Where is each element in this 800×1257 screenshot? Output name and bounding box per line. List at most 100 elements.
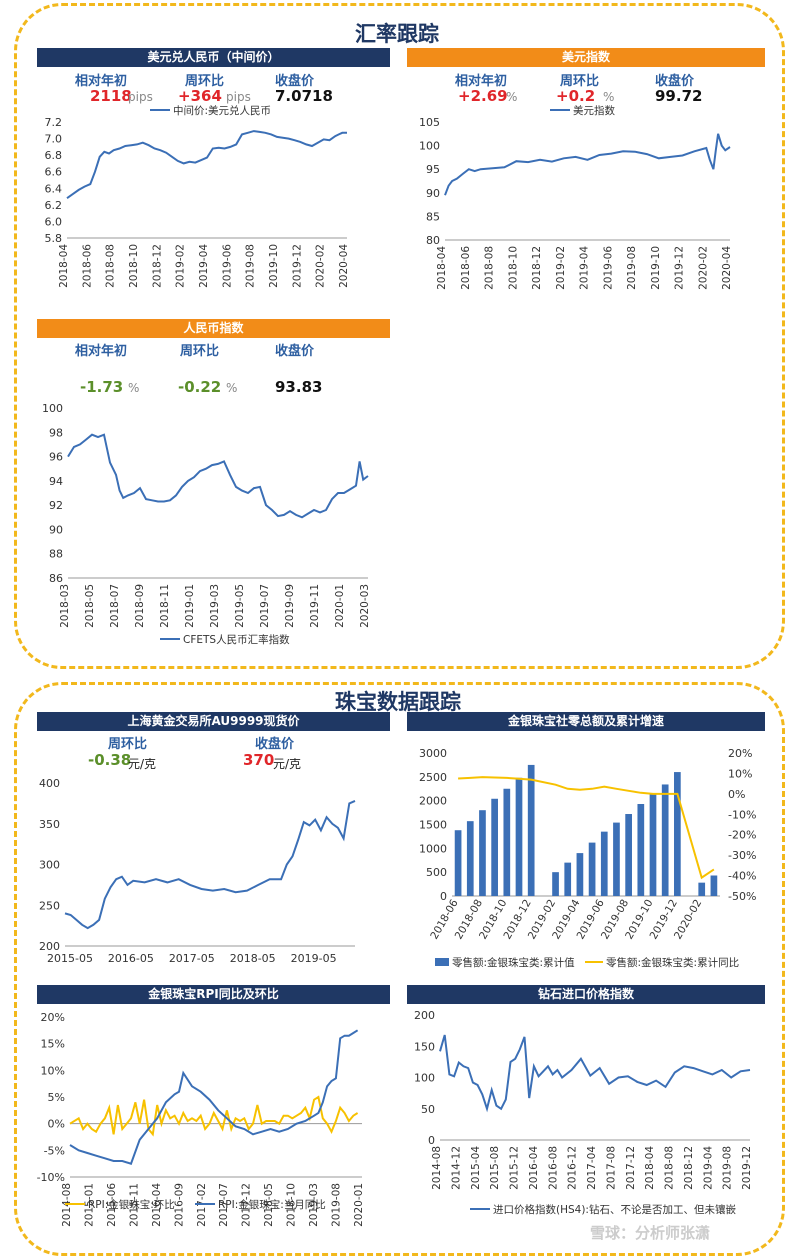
x-tick-label: 2019-08	[626, 246, 638, 290]
bar	[674, 772, 681, 896]
y-tick-label: 2000	[419, 795, 447, 808]
gold-title-bar: 上海黄金交易所AU9999现货价	[37, 712, 390, 731]
bar	[552, 872, 559, 896]
gold-close-label: 收盘价	[255, 737, 295, 752]
series-line	[64, 799, 356, 930]
x-tick-label: 2016-04	[528, 1146, 540, 1190]
x-tick-label: 2019-09	[284, 584, 296, 628]
watermark: 雪球：分析师张潇	[590, 1224, 711, 1242]
bar	[649, 794, 657, 896]
legend-label: 中间价:美元兑人民币	[173, 104, 271, 117]
y-tick-label: 5%	[48, 1091, 65, 1104]
gold-wow-value: -0.38	[88, 751, 132, 769]
usdcny-ytd-unit: pips	[128, 90, 153, 104]
x-tick-label: 2019-08	[331, 1183, 343, 1227]
x-tick-label: 2019-06	[602, 246, 614, 290]
y-tick-label: 400	[39, 777, 60, 790]
retail-title-bar: 金银珠宝社零总额及累计增速	[407, 712, 765, 731]
y-tick-label: -5%	[44, 1144, 65, 1157]
x-tick-label: 2017-12	[625, 1146, 637, 1190]
x-tick-label: 2018-04	[644, 1146, 656, 1190]
y-tick-label: 6.6	[45, 166, 63, 179]
legend-swatch	[435, 958, 449, 966]
x-tick-label: 2019-02	[555, 246, 567, 290]
y-tick-label: 20%	[41, 1011, 65, 1024]
y-tick-label: 150	[414, 1040, 435, 1053]
bar	[698, 882, 706, 896]
x-tick-label: 2019-08	[245, 244, 257, 288]
jewelry-section-title: 珠宝数据跟踪	[325, 686, 471, 716]
cfets-wow-unit: %	[226, 381, 238, 395]
cfets-ytd-unit: %	[128, 381, 140, 395]
y-tick-label: 6.8	[45, 149, 63, 162]
x-tick-label: 2015-06	[106, 1183, 118, 1227]
legend-label: 美元指数	[573, 104, 615, 117]
cfets-close-label: 收盘价	[275, 344, 315, 359]
y-tick-label: 7.2	[45, 116, 63, 129]
series-line	[444, 133, 731, 196]
dxy-title-bar: 美元指数	[407, 48, 765, 67]
fx-section-frame	[14, 3, 785, 669]
y-tick-label: 5.8	[45, 232, 63, 245]
y-tick-label: 0	[428, 1134, 435, 1147]
cfets-wow-label: 周环比	[180, 344, 220, 359]
usdcny-close-label: 收盘价	[275, 74, 315, 89]
dxy-wow-label: 周环比	[560, 74, 600, 89]
x-tick-label: 2018-05	[84, 584, 96, 628]
x-tick-label: 2018-08	[105, 244, 117, 288]
x-tick-label: 2018-12	[531, 246, 543, 290]
y-tick-label: 90	[426, 187, 440, 200]
x-tick-label: 2015-04	[470, 1146, 482, 1190]
bar	[503, 788, 511, 896]
x-tick-label: 2017-07	[218, 1183, 230, 1227]
x-tick-label: 2015-05	[47, 952, 93, 965]
x-tick-label: 2018-05	[263, 1183, 275, 1227]
dxy-chart: 80 85 90 95 100 105 2018-04 2018-06 2018-08 2018-…	[419, 104, 733, 290]
x-tick-label: 2018-08	[484, 246, 496, 290]
x-tick-label: 2019-05	[291, 952, 337, 965]
y-tick-label: 90	[49, 523, 63, 536]
x-tick-label: 2019-12	[291, 244, 303, 288]
bar	[479, 810, 486, 896]
diamond-title-bar: 钻石进口价格指数	[407, 985, 765, 1004]
x-tick-label: 2018-11	[159, 584, 171, 628]
legend-label: 零售额:金银珠宝类:累计同比	[606, 956, 739, 969]
y-tick-label: 100	[42, 402, 63, 415]
y-tick-label: 500	[426, 866, 447, 879]
x-tick-label: 2017-12	[241, 1183, 253, 1227]
usdcny-wow-unit: pips	[226, 90, 251, 104]
x-tick-label: 2020-01	[334, 584, 346, 628]
y-tick-label: 6.0	[45, 215, 63, 228]
bar	[491, 798, 498, 896]
x-tick-label: 2019-12	[741, 1146, 753, 1190]
x-tick-label: 2019-06	[221, 244, 233, 288]
gold-wow-unit: 元/克	[128, 757, 157, 771]
bar	[576, 853, 584, 896]
y-tick-label: 100	[419, 140, 440, 153]
series-line	[69, 1029, 359, 1165]
x-tick-label: 2018-03	[59, 584, 71, 628]
dxy-wow-value: +0.2	[556, 87, 596, 105]
y-tick-label: 300	[39, 859, 60, 872]
cfets-wow-value: -0.22	[178, 378, 222, 396]
x-tick-label: 2014-08	[431, 1146, 443, 1190]
y-tick-label: 88	[49, 548, 63, 561]
bar	[661, 784, 669, 896]
x-tick-label: 2019-03	[308, 1183, 320, 1227]
dxy-ytd-label: 相对年初	[455, 74, 508, 89]
y2-tick-label: -10%	[728, 808, 756, 821]
x-tick-label: 2014-12	[450, 1146, 462, 1190]
x-tick-label: 2018-06	[460, 246, 472, 290]
cfets-close-value: 93.83	[275, 378, 323, 396]
y-tick-label: 95	[426, 163, 440, 176]
x-tick-label: 2017-05	[169, 952, 215, 965]
y-tick-label: 10%	[41, 1064, 65, 1077]
x-tick-label: 2018-08	[664, 1146, 676, 1190]
legend-label: RPI:金银珠宝:当月同比	[218, 1198, 326, 1211]
bar	[613, 822, 620, 896]
usdcny-ytd-label: 相对年初	[75, 74, 128, 89]
gold-close-unit: 元/克	[273, 757, 302, 771]
x-tick-label: 2016-04	[151, 1183, 163, 1227]
x-tick-label: 2020-03	[359, 584, 371, 628]
x-tick-label: 2015-08	[489, 1146, 501, 1190]
